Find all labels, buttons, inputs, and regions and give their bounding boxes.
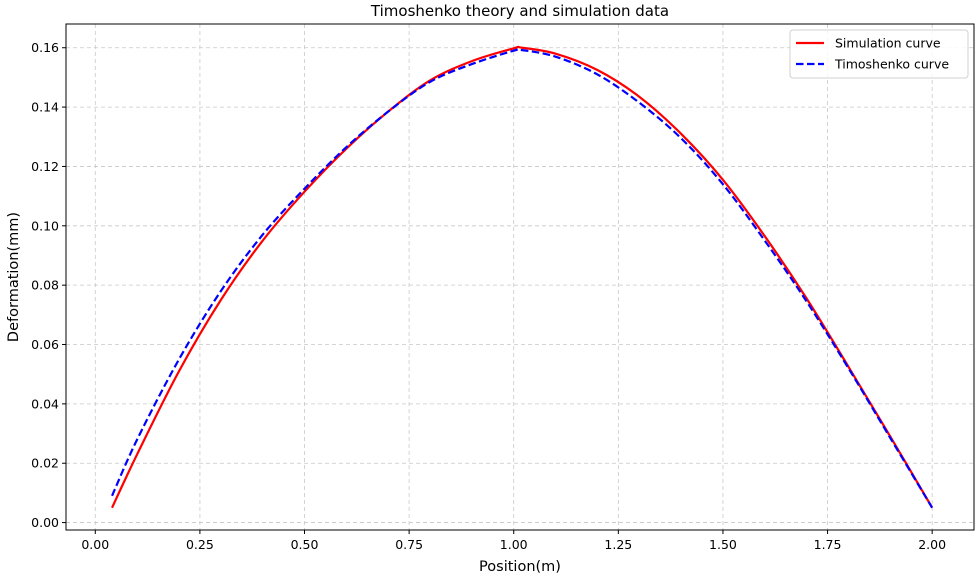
- x-ticks: 0.00 0.25 0.50 0.75 1.00 1.25 1.50 1.75 2.00: [81, 530, 946, 552]
- series-line-simulation: [111, 45, 934, 509]
- x-tick-label: 0.50: [291, 537, 319, 552]
- y-ticks: 0.00 0.02 0.04 0.06 0.08 0.10 0.12 0.14 0.16: [31, 40, 66, 530]
- y-tick-label: 0.06: [31, 337, 59, 352]
- y-axis-label: Deformation(mm): [6, 212, 22, 342]
- legend: Simulation curve Timoshenko curve: [789, 29, 969, 79]
- chart-title: Timoshenko theory and simulation data: [370, 2, 669, 20]
- y-tick-label: 0.10: [31, 218, 59, 233]
- x-tick-label: 1.75: [814, 537, 842, 552]
- x-tick-label: 0.25: [186, 537, 214, 552]
- series-line-timoshenko: [111, 48, 934, 509]
- y-tick-label: 0.12: [31, 159, 59, 174]
- x-tick-label: 1.00: [500, 537, 528, 552]
- legend-label: Simulation curve: [835, 36, 941, 51]
- y-tick-label: 0.02: [31, 456, 59, 471]
- legend-label: Timoshenko curve: [834, 57, 949, 72]
- y-tick-label: 0.08: [31, 278, 59, 293]
- y-tick-label: 0.14: [31, 100, 59, 115]
- legend-box: [789, 29, 969, 79]
- y-tick-label: 0.00: [31, 515, 59, 530]
- y-tick-label: 0.16: [31, 40, 59, 55]
- x-tick-label: 0.75: [395, 537, 423, 552]
- x-tick-label: 1.25: [604, 537, 632, 552]
- plot-frame: [65, 23, 975, 531]
- series-lines: [111, 45, 934, 509]
- x-tick-label: 1.50: [709, 537, 737, 552]
- x-axis-label: Position(m): [479, 559, 561, 575]
- y-tick-label: 0.04: [31, 396, 59, 411]
- x-tick-label: 0.00: [81, 537, 109, 552]
- x-tick-label: 2.00: [918, 537, 946, 552]
